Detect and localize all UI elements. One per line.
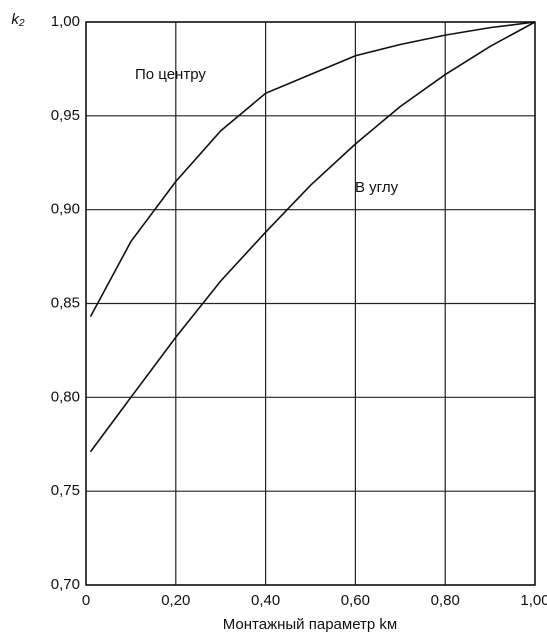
series-line [89,21,536,318]
y-axis-label: k₂ [11,11,25,28]
y-tick-label: 0,80 [51,388,80,405]
series-line [89,21,536,453]
x-tick-label: 0 [82,592,90,609]
x-tick-label: 0,20 [161,592,190,609]
x-tick-label: 1,00 [520,592,547,609]
y-tick-label: 0,70 [51,576,80,593]
y-tick-label: 0,75 [51,482,80,499]
y-tick-label: 0,90 [51,201,80,218]
x-tick-label: 0,80 [431,592,460,609]
x-tick-label: 0,40 [251,592,280,609]
plot-frame [85,21,536,586]
x-axis-label: Монтажный параметр kм [223,616,397,633]
y-tick-label: 1,00 [51,13,80,30]
series-label: В углу [355,179,399,196]
x-tick-label: 0,60 [341,592,370,609]
y-tick-label: 0,95 [51,107,80,124]
series-label: По центру [135,66,206,83]
y-tick-label: 0,85 [51,294,80,311]
